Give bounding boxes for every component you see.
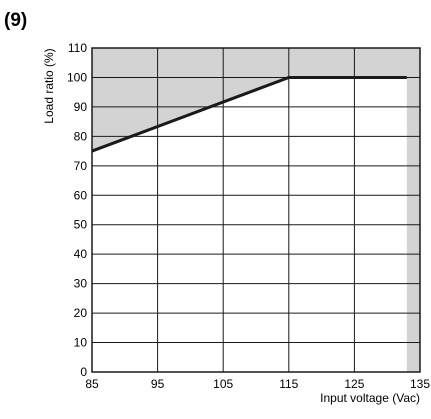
y-tick-label: 50: [74, 218, 88, 232]
shaded-region-upper: [92, 48, 420, 151]
x-tick-labels: 85 95 105 115 125 135: [85, 377, 430, 391]
y-axis-title: Load ratio (%): [42, 48, 56, 123]
y-tick-label: 30: [74, 277, 88, 291]
shaded-region-right: [407, 48, 420, 372]
y-tick-label: 80: [74, 129, 88, 143]
y-tick-label: 110: [68, 41, 87, 55]
y-tick-label: 10: [74, 336, 88, 350]
y-tick-label: 40: [74, 247, 88, 261]
y-tick-label: 90: [74, 100, 88, 114]
x-axis-title: Input voltage (Vac): [320, 391, 420, 405]
y-tick-label: 0: [80, 365, 87, 379]
x-tick-label: 105: [213, 377, 233, 391]
x-tick-label: 95: [151, 377, 165, 391]
figure-label: (9): [4, 10, 27, 31]
x-tick-label: 125: [344, 377, 364, 391]
y-tick-label: 70: [74, 159, 88, 173]
y-tick-labels: 0 10 20 30 40 50 60 70 80 90 100 110: [67, 41, 87, 379]
x-tick-label: 135: [410, 377, 430, 391]
y-tick-label: 20: [74, 306, 88, 320]
y-tick-label: 100: [67, 70, 87, 84]
y-tick-label: 60: [74, 188, 88, 202]
shaded-region-layer: [92, 48, 420, 372]
x-tick-label: 115: [279, 377, 298, 391]
x-tick-label: 85: [85, 377, 99, 391]
